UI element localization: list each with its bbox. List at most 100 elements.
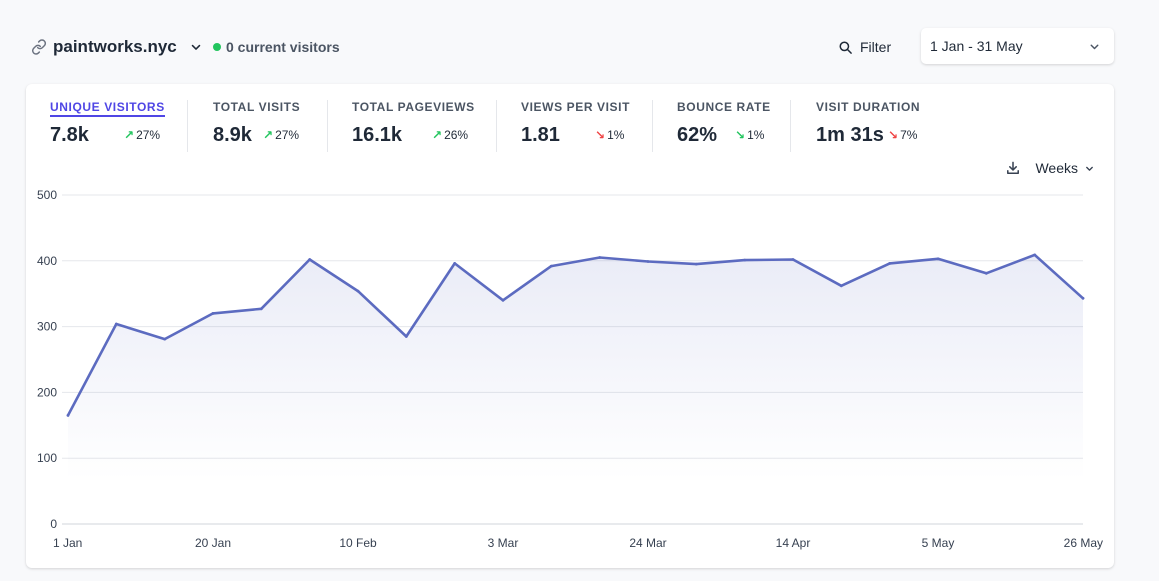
series-area — [68, 254, 1083, 480]
stat-total-pageviews[interactable]: TOTAL PAGEVIEWS 16.1k ↗ 26% — [352, 84, 492, 164]
y-tick-label: 0 — [50, 517, 57, 531]
stat-value: 1m 31s — [816, 124, 884, 146]
data-point[interactable] — [163, 337, 167, 341]
stat-title: TOTAL VISITS — [213, 100, 301, 114]
chevron-down-icon — [189, 39, 205, 55]
filter-button[interactable]: Filter — [838, 36, 891, 58]
y-tick-label: 200 — [37, 385, 57, 399]
data-point[interactable] — [839, 284, 843, 288]
current-visitors[interactable]: 0 current visitors — [213, 38, 340, 56]
arrow-down-icon: ↘ — [595, 128, 606, 142]
stat-change: ↗ 27% — [263, 128, 299, 142]
data-point[interactable] — [984, 271, 988, 275]
stat-change: ↘ 1% — [735, 128, 764, 142]
y-tick-label: 500 — [37, 188, 57, 202]
data-point[interactable] — [646, 260, 650, 263]
data-point[interactable] — [791, 258, 795, 261]
data-point[interactable] — [308, 258, 312, 261]
x-tick-label: 5 May — [922, 536, 955, 550]
x-tick-label: 20 Jan — [195, 536, 231, 550]
stat-title: TOTAL PAGEVIEWS — [352, 100, 475, 114]
divider — [652, 100, 653, 152]
filter-label: Filter — [860, 39, 892, 55]
data-point[interactable] — [114, 322, 118, 326]
x-axis: 1 Jan 20 Jan 10 Feb 3 Mar 24 Mar 14 Apr 5 May 2… — [53, 536, 1103, 550]
stat-title: VISIT DURATION — [816, 100, 921, 114]
stat-value: 16.1k — [352, 124, 403, 146]
arrow-up-icon: ↗ — [124, 128, 135, 142]
stat-value: 7.8k — [50, 124, 89, 146]
y-tick-label: 100 — [37, 451, 57, 465]
download-icon[interactable] — [1005, 159, 1023, 177]
stat-change-value: 1% — [607, 128, 625, 142]
arrow-up-icon: ↗ — [263, 128, 274, 142]
stat-views-per-visit[interactable]: VIEWS PER VISIT 1.81 ↘ 1% — [521, 84, 651, 164]
current-visitors-label: 0 current visitors — [226, 39, 340, 55]
interval-dropdown[interactable]: Weeks — [1035, 160, 1096, 176]
arrow-down-icon: ↘ — [735, 128, 746, 142]
stat-title: BOUNCE RATE — [677, 100, 771, 114]
data-point[interactable] — [211, 312, 215, 315]
link-icon — [30, 38, 48, 56]
data-point[interactable] — [453, 262, 457, 265]
date-range-picker[interactable]: 1 Jan - 31 May — [921, 28, 1114, 64]
stat-change-value: 7% — [900, 128, 918, 142]
data-point[interactable] — [549, 264, 553, 268]
stat-change: ↗ 26% — [432, 128, 468, 142]
stat-change-value: 27% — [275, 128, 300, 142]
x-tick-label: 14 Apr — [776, 536, 811, 550]
data-point[interactable] — [936, 257, 940, 261]
stat-title: UNIQUE VISITORS — [50, 100, 165, 117]
x-tick-label: 10 Feb — [339, 536, 377, 550]
data-point[interactable] — [743, 258, 747, 262]
chevron-down-icon — [1088, 39, 1102, 53]
search-icon — [838, 39, 854, 55]
data-point[interactable] — [356, 289, 360, 293]
stat-bounce-rate[interactable]: BOUNCE RATE 62% ↘ 1% — [677, 84, 792, 164]
live-dot-icon — [213, 43, 221, 51]
arrow-down-icon: ↘ — [888, 128, 899, 142]
stat-unique-visitors[interactable]: UNIQUE VISITORS 7.8k ↗ 27% — [50, 84, 190, 164]
data-point[interactable] — [501, 298, 505, 302]
data-point[interactable] — [259, 307, 263, 311]
stat-title: VIEWS PER VISIT — [521, 100, 631, 114]
divider — [187, 100, 188, 152]
data-point[interactable] — [1033, 253, 1037, 257]
stat-visit-duration[interactable]: VISIT DURATION 1m 31s ↘ 7% — [816, 84, 956, 164]
stat-value: 62% — [677, 124, 718, 146]
x-tick-label: 26 May — [1064, 536, 1103, 550]
divider — [790, 100, 791, 152]
data-point[interactable] — [694, 262, 698, 266]
series-line — [66, 253, 1085, 417]
data-point[interactable] — [1081, 296, 1085, 300]
x-tick-label: 24 Mar — [629, 536, 666, 550]
stat-value: 1.81 — [521, 124, 560, 146]
stat-change: ↘ 1% — [595, 128, 624, 142]
stat-change-value: 1% — [747, 128, 765, 142]
y-axis: 0 100 200 300 400 500 — [37, 188, 57, 531]
arrow-up-icon: ↗ — [432, 128, 443, 142]
series-points — [66, 253, 1085, 417]
interval-label: Weeks — [1035, 160, 1078, 176]
chevron-down-icon — [1084, 162, 1096, 174]
site-switcher[interactable]: paintworks.nyc — [30, 36, 205, 58]
divider — [327, 100, 328, 152]
stat-change-value: 26% — [444, 128, 469, 142]
data-point[interactable] — [888, 262, 892, 265]
x-tick-label: 3 Mar — [488, 536, 519, 550]
data-point[interactable] — [404, 335, 408, 338]
stat-change-value: 27% — [136, 128, 161, 142]
data-point[interactable] — [66, 414, 70, 417]
y-tick-label: 400 — [37, 254, 57, 268]
divider — [496, 100, 497, 152]
stat-change: ↘ 7% — [888, 128, 917, 142]
stat-value: 8.9k — [213, 124, 252, 146]
stat-total-visits[interactable]: TOTAL VISITS 8.9k ↗ 27% — [213, 84, 333, 164]
chart-controls: Weeks — [1005, 158, 1096, 178]
data-point[interactable] — [598, 256, 602, 259]
stat-change: ↗ 27% — [124, 128, 160, 142]
site-name: paintworks.nyc — [53, 37, 177, 56]
x-tick-label: 1 Jan — [53, 536, 82, 550]
date-range-label: 1 Jan - 31 May — [930, 38, 1023, 54]
